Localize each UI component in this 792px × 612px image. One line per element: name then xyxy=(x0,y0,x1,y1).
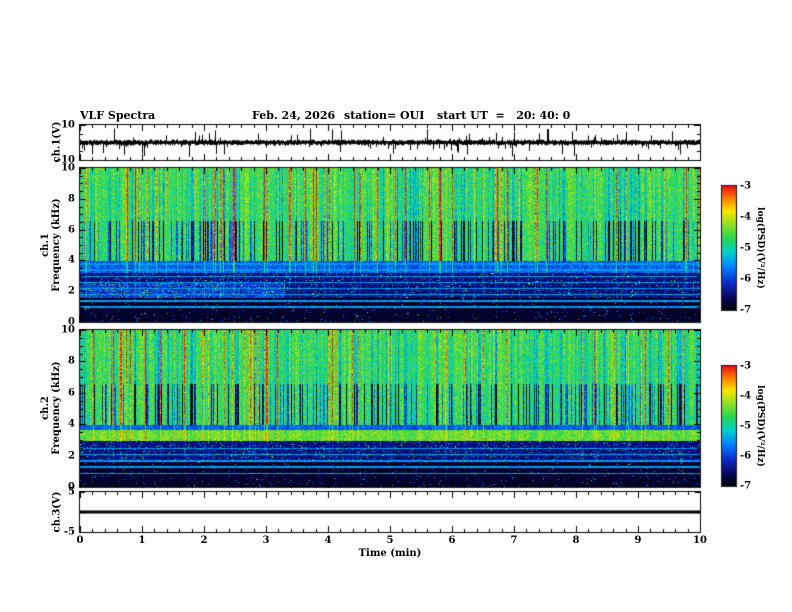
tick-label: -5 xyxy=(63,526,75,538)
tick-label: 2 xyxy=(68,285,75,297)
tick-label: 4 xyxy=(68,418,75,430)
ch2-spectrogram-canvas xyxy=(80,330,700,487)
tick-label: -7 xyxy=(740,480,752,492)
tick-label: -7 xyxy=(740,304,752,316)
tick-label: 2 xyxy=(200,535,208,546)
tick-label: 6 xyxy=(68,224,75,236)
tick-label: 3 xyxy=(262,535,270,546)
tick-label: 8 xyxy=(68,355,75,367)
tick-label: -5 xyxy=(740,420,752,432)
tick-label: 5 xyxy=(386,535,394,546)
tick-label: -6 xyxy=(740,273,752,285)
ylabel-channel: ch.2 xyxy=(40,396,51,420)
tick-label: -4 xyxy=(740,211,752,223)
tick-label: 6 xyxy=(448,535,456,546)
tick-label: 0 xyxy=(76,535,84,546)
ch3-voltage-axis-label: ch.3(V) xyxy=(51,491,63,533)
tick-label: -4 xyxy=(740,390,752,402)
tick-label: 8 xyxy=(68,193,75,205)
tick-label: -10 xyxy=(56,154,75,166)
ch1-spectrogram-canvas xyxy=(80,168,700,322)
tick-label: 6 xyxy=(68,387,75,399)
tick-label: 4 xyxy=(68,254,75,266)
colorbar-label-ch2: log(PSD)(V²/Hz) xyxy=(755,385,765,467)
date-label: Feb. 24, 2026 xyxy=(252,109,336,122)
tick-label: 0 xyxy=(68,316,75,328)
figure-title: VLF Spectra xyxy=(80,109,156,122)
tick-label: -5 xyxy=(740,242,752,254)
tick-label: 1 xyxy=(138,535,146,546)
ch3-waveform-canvas xyxy=(80,492,700,532)
colorbar-label-ch1: log(PSD)(V²/Hz) xyxy=(755,207,765,289)
tick-label: -3 xyxy=(740,360,752,372)
ch1-frequency-axis-label: ch.1 Frequency (kHz) xyxy=(40,160,62,330)
tick-label: 5 xyxy=(68,486,75,498)
tick-label: 10 xyxy=(61,162,75,174)
start-ut-label: start UT = 20: 40: 0 xyxy=(437,109,571,122)
colorbar-ch1 xyxy=(722,186,736,310)
tick-label: -3 xyxy=(740,180,752,192)
colorbar-ch2 xyxy=(722,366,736,486)
tick-label: 4 xyxy=(324,535,332,546)
tick-label: 10 xyxy=(693,535,707,546)
ch1-waveform-canvas xyxy=(80,125,700,160)
tick-label: 10 xyxy=(61,119,75,131)
tick-label: 10 xyxy=(61,324,75,336)
tick-label: 8 xyxy=(572,535,580,546)
tick-label: 7 xyxy=(510,535,518,546)
ylabel-frequency: Frequency (kHz) xyxy=(51,361,62,455)
tick-label: 9 xyxy=(634,535,642,546)
station-label: station= OUI xyxy=(344,109,425,122)
tick-label: 2 xyxy=(68,450,75,462)
time-axis-label: Time (min) xyxy=(358,548,422,559)
tick-label: -6 xyxy=(740,450,752,462)
ylabel-frequency: Frequency (kHz) xyxy=(51,198,62,292)
ch2-frequency-axis-label: ch.2 Frequency (kHz) xyxy=(40,323,62,493)
ylabel-channel: ch.1 xyxy=(40,233,51,257)
tick-label: 0 xyxy=(68,481,75,493)
